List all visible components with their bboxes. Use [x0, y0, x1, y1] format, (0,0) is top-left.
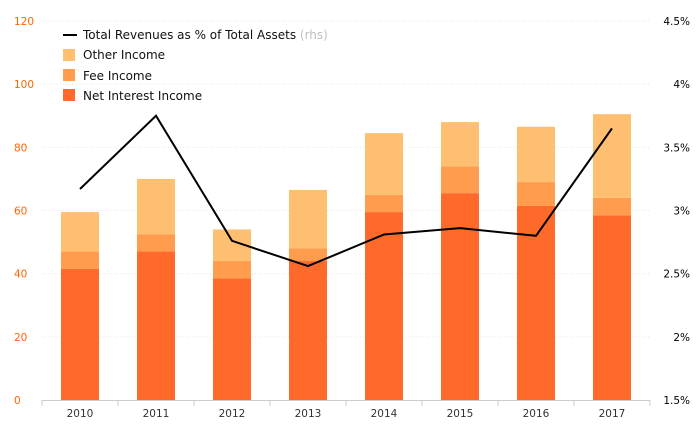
x-tick-label: 2017: [599, 408, 626, 420]
legend-swatch-fee-income: [63, 69, 75, 81]
bar-fee-income: [593, 197, 631, 216]
bar-other-income: [137, 178, 175, 235]
right-tick-label: 1.5%: [663, 395, 690, 407]
bar-other-income: [441, 122, 479, 167]
bar-fee-income: [289, 248, 327, 262]
bar-other-income: [61, 212, 99, 252]
left-tick-label: 100: [14, 79, 34, 91]
legend: Total Revenues as % of Total Assets (rhs…: [63, 28, 328, 103]
left-tick-label: 0: [14, 395, 21, 407]
bar-net-interest-income: [137, 251, 175, 400]
bar-fee-income: [365, 194, 403, 213]
bar-fee-income: [61, 251, 99, 269]
left-tick-label: 60: [14, 206, 27, 218]
right-tick-label: 2%: [673, 332, 690, 344]
revenue-ratio-line: [79, 114, 613, 268]
bar-net-interest-income: [289, 261, 327, 400]
left-axis-ticks: 0 20 40 60 80 100 120: [14, 16, 34, 407]
left-tick-label: 120: [14, 16, 34, 28]
legend-label-revenue-ratio: Total Revenues as % of Total Assets (rhs…: [82, 28, 328, 42]
line-revenue-ratio: [79, 114, 613, 268]
x-tick-label: 2011: [143, 408, 170, 420]
x-tick-label: 2016: [523, 408, 550, 420]
stacked-bars: [61, 114, 631, 400]
x-tick-label: 2013: [295, 408, 322, 420]
x-tick-label: 2014: [371, 408, 398, 420]
x-tick-label: 2012: [219, 408, 246, 420]
right-tick-label: 4%: [673, 79, 690, 91]
legend-label-net-interest-income: Net Interest Income: [83, 89, 202, 103]
legend-swatch-other-income: [63, 49, 75, 61]
bar-other-income: [517, 126, 555, 183]
bar-net-interest-income: [365, 212, 403, 400]
bar-fee-income: [137, 234, 175, 252]
right-tick-label: 3%: [673, 206, 690, 218]
bar-other-income: [289, 189, 327, 249]
bar-other-income: [593, 114, 631, 198]
gridlines: [42, 20, 650, 338]
left-tick-label: 20: [14, 332, 27, 344]
bar-other-income: [365, 133, 403, 195]
bar-fee-income: [213, 261, 251, 279]
bar-net-interest-income: [61, 268, 99, 400]
bar-fee-income: [441, 166, 479, 194]
legend-swatch-net-interest-income: [63, 89, 75, 101]
bar-net-interest-income: [213, 278, 251, 400]
right-tick-label: 3.5%: [663, 142, 690, 154]
legend-label-other-income: Other Income: [83, 48, 165, 62]
x-axis: 2010 2011 2012 2013 2014 2015 2016 2017: [41, 400, 651, 420]
right-tick-label: 4.5%: [663, 16, 690, 28]
bar-net-interest-income: [517, 205, 555, 400]
legend-label-fee-income: Fee Income: [83, 69, 152, 83]
x-tick-label: 2010: [67, 408, 94, 420]
bar-fee-income: [517, 182, 555, 206]
bar-net-interest-income: [441, 193, 479, 400]
x-tick-label: 2015: [447, 408, 474, 420]
right-tick-label: 2.5%: [663, 269, 690, 281]
bar-net-interest-income: [593, 215, 631, 400]
left-tick-label: 80: [14, 142, 27, 154]
right-axis-ticks: 1.5% 2% 2.5% 3% 3.5% 4% 4.5%: [663, 16, 690, 407]
left-tick-label: 40: [14, 269, 27, 281]
